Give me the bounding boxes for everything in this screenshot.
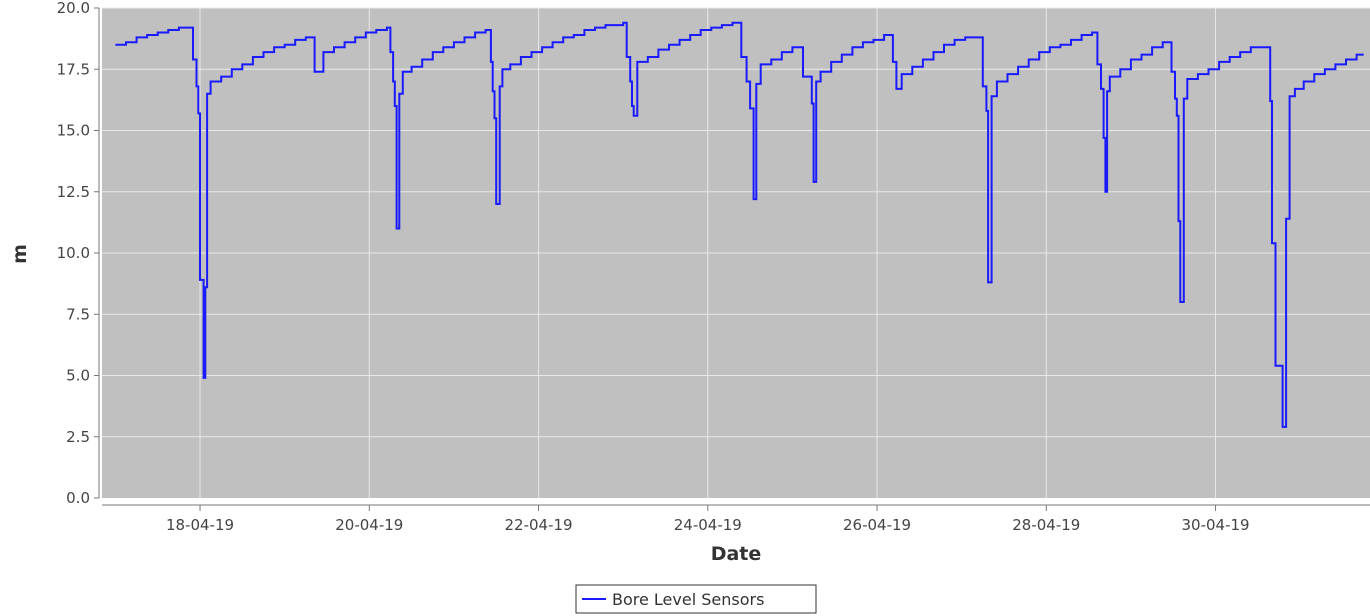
x-tick-label: 26-04-19 bbox=[843, 516, 911, 534]
series-line-bore-level-sensors bbox=[115, 21, 1364, 428]
y-tick-label: 17.5 bbox=[57, 60, 90, 78]
legend-box bbox=[575, 584, 817, 614]
y-tick-label: 12.5 bbox=[57, 183, 90, 201]
y-axis-ticks: 0.0 2.5 5.0 7.5 10.0 12.5 15.0 17.5 20.0 bbox=[57, 0, 99, 507]
x-tick-label: 20-04-19 bbox=[335, 516, 403, 534]
x-tick-label: 18-04-19 bbox=[166, 516, 234, 534]
x-tick-label: 28-04-19 bbox=[1012, 516, 1080, 534]
x-tick-label: 30-04-19 bbox=[1182, 516, 1250, 534]
x-axis-title: Date bbox=[711, 543, 762, 565]
legend: Bore Level Sensors bbox=[575, 584, 817, 614]
legend-label: Bore Level Sensors bbox=[612, 590, 764, 609]
y-tick-label: 10.0 bbox=[57, 244, 90, 262]
x-tick-label: 24-04-19 bbox=[674, 516, 742, 534]
grid bbox=[102, 7, 1370, 498]
x-tick-label: 22-04-19 bbox=[504, 516, 572, 534]
series-layer bbox=[115, 21, 1364, 428]
x-axis-ticks: 18-04-19 20-04-19 22-04-19 24-04-19 26-04-19… bbox=[166, 505, 1250, 534]
y-tick-label: 2.5 bbox=[66, 428, 90, 446]
y-tick-label: 7.5 bbox=[66, 305, 90, 323]
y-axis-title: m bbox=[9, 244, 31, 264]
y-tick-label: 5.0 bbox=[66, 367, 90, 385]
y-tick-label: 20.0 bbox=[57, 0, 90, 17]
y-tick-label: 15.0 bbox=[57, 122, 90, 140]
y-tick-label: 0.0 bbox=[66, 489, 90, 507]
